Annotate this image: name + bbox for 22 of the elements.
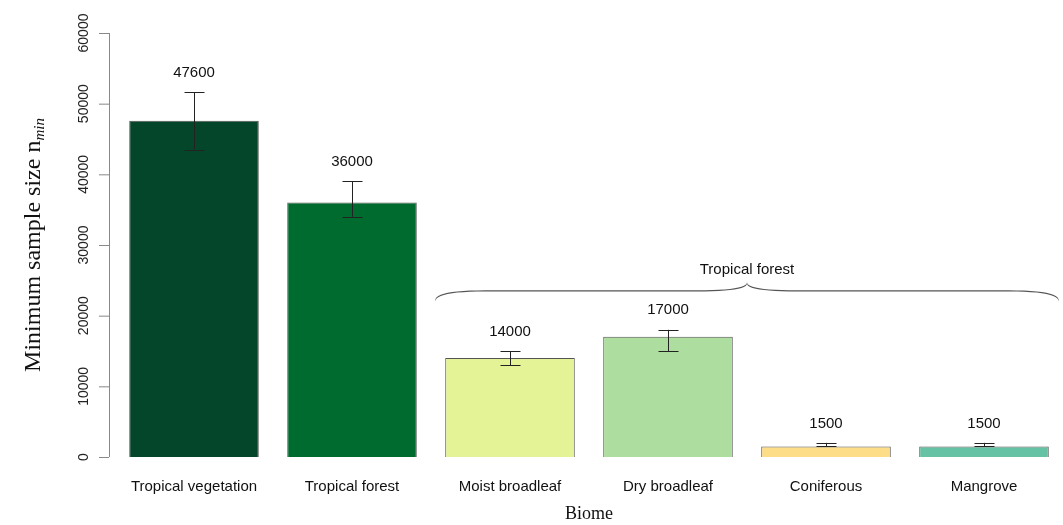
x-tick-label: Tropical vegetation [130,476,258,494]
x-axis-title: Biome [565,502,614,523]
y-tick-label: 10000 [74,366,91,406]
y-tick-label: 40000 [74,154,91,194]
data-label: 47600 [173,63,215,80]
y-tick-label: 30000 [74,225,91,265]
x-tick-label: Tropical forest [304,476,401,494]
x-tick-label: Coniferous [789,476,863,494]
annotation: Tropical forest [699,259,796,277]
x-tick-label: Mangrove [950,476,1018,494]
y-tick-label: 20000 [74,295,91,336]
data-label: 17000 [647,300,689,318]
x-tick-label: Dry broadleaf [622,476,714,494]
data-label: 1500 [809,413,843,431]
data-label: 14000 [489,321,531,339]
y-tick-label: 60000 [74,13,91,53]
data-label: 36000 [331,152,373,170]
data-label: 1500 [967,413,1001,431]
y-axis-title: Minimum sample size nmin [19,118,47,372]
x-tick-label: Moist broadleaf [458,476,563,494]
y-tick-label: 50000 [74,83,91,124]
y-tick-label: 0 [74,452,91,461]
